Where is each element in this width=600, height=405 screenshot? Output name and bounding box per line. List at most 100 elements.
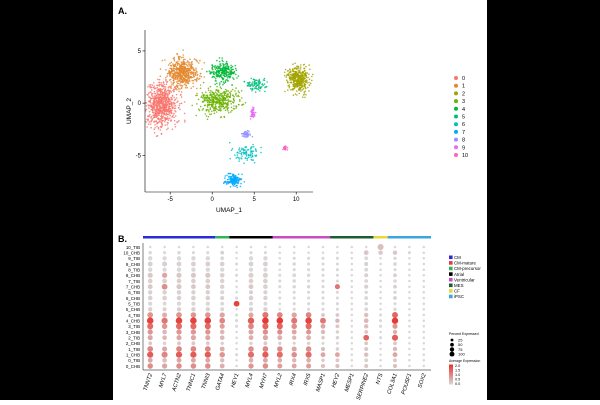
- expression-dot: [262, 272, 268, 278]
- umap-point: [148, 107, 150, 109]
- umap-point: [305, 76, 308, 79]
- umap-point: [292, 63, 294, 65]
- expression-dot: [190, 357, 196, 363]
- umap-point: [238, 178, 240, 181]
- umap-point: [241, 97, 243, 99]
- umap-point: [196, 92, 198, 95]
- expression-dot: [393, 245, 397, 249]
- umap-point: [150, 115, 153, 118]
- umap-point: [153, 128, 155, 131]
- umap-point: [207, 115, 210, 118]
- umap-point: [196, 87, 198, 90]
- expression-dot: [176, 307, 182, 312]
- umap-point: [303, 80, 306, 82]
- umap-point: [145, 108, 148, 111]
- expression-dot: [335, 347, 340, 351]
- expression-dot: [364, 284, 369, 289]
- umap-point: [210, 90, 212, 92]
- umap-point: [159, 93, 162, 96]
- umap-point: [191, 60, 193, 63]
- expression-dot: [262, 346, 269, 352]
- umap-point: [165, 106, 167, 109]
- umap-point: [192, 76, 194, 79]
- umap-point: [166, 124, 168, 126]
- umap-point: [173, 96, 175, 99]
- umap-point: [167, 109, 170, 112]
- group-label: 2_TIB: [128, 335, 140, 340]
- expression-dot: [364, 290, 368, 295]
- expression-dot: [278, 341, 282, 346]
- umap-point: [153, 100, 156, 102]
- expression-dot: [262, 311, 269, 319]
- expression-dot: [176, 267, 182, 272]
- expression-dot: [219, 261, 225, 267]
- umap-point: [167, 102, 170, 104]
- umap-point: [160, 81, 162, 84]
- umap-point: [189, 69, 192, 72]
- umap-point: [162, 85, 165, 87]
- umap-point: [286, 149, 289, 151]
- umap-point: [253, 161, 256, 164]
- umap-point: [176, 121, 178, 124]
- umap-point: [158, 120, 161, 122]
- umap-point: [254, 85, 257, 88]
- expression-dot: [248, 329, 254, 335]
- umap-point: [223, 115, 225, 118]
- umap-point: [304, 69, 306, 72]
- expression-dot: [249, 301, 253, 306]
- umap-point: [188, 80, 190, 82]
- umap-point: [208, 111, 210, 113]
- umap-point: [202, 81, 205, 84]
- expression-dot: [192, 245, 195, 249]
- expression-dot: [321, 273, 325, 277]
- expression-dot: [379, 324, 383, 328]
- expression-dot: [306, 284, 311, 289]
- umap-point: [152, 92, 154, 95]
- umap-point: [250, 110, 252, 113]
- expression-dot: [321, 262, 325, 266]
- umap-point: [168, 93, 170, 96]
- umap-point: [213, 76, 216, 78]
- umap-point: [243, 80, 246, 83]
- umap-point: [166, 116, 169, 118]
- cluster-0: [144, 76, 186, 137]
- umap-point: [170, 98, 172, 101]
- size-legend-dot: [450, 342, 454, 347]
- umap-point: [247, 82, 250, 84]
- umap-point: [190, 76, 193, 79]
- umap-point: [305, 65, 307, 68]
- expression-dot: [205, 301, 210, 306]
- umap-point: [219, 110, 222, 112]
- expression-dot: [408, 262, 411, 266]
- expression-dot: [306, 273, 311, 278]
- umap-point: [170, 61, 173, 64]
- gene-label: TNNT2: [143, 372, 155, 392]
- umap-point: [172, 67, 175, 70]
- legend-label: 0: [462, 76, 465, 82]
- umap-point: [257, 80, 259, 82]
- umap-point: [255, 149, 257, 151]
- umap-point: [227, 93, 229, 95]
- umap-point: [169, 62, 171, 65]
- size-legend-title: Percent Expressed: [449, 332, 479, 336]
- group-label: 6_TIB: [128, 290, 140, 295]
- expression-dot: [321, 251, 325, 254]
- umap-point: [298, 71, 300, 73]
- expression-dot: [422, 347, 426, 351]
- umap-point: [159, 129, 162, 131]
- umap-point: [178, 120, 180, 122]
- umap-point: [234, 154, 236, 156]
- expression-dot: [379, 279, 382, 283]
- umap-point: [245, 153, 247, 156]
- expression-dot: [162, 256, 167, 261]
- group-label: 9_TIB: [128, 256, 140, 261]
- umap-point: [173, 65, 176, 67]
- expression-dot: [364, 301, 368, 306]
- umap-point: [216, 59, 218, 62]
- expression-dot: [350, 313, 354, 317]
- umap-point: [182, 78, 184, 80]
- umap-point: [158, 100, 161, 103]
- expression-dot: [307, 251, 310, 254]
- umap-point: [215, 75, 218, 77]
- expression-dot: [278, 308, 282, 311]
